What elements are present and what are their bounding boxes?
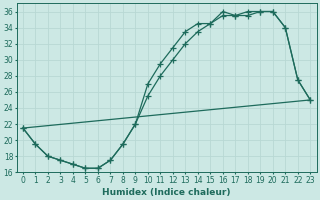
X-axis label: Humidex (Indice chaleur): Humidex (Indice chaleur) [102,188,231,197]
